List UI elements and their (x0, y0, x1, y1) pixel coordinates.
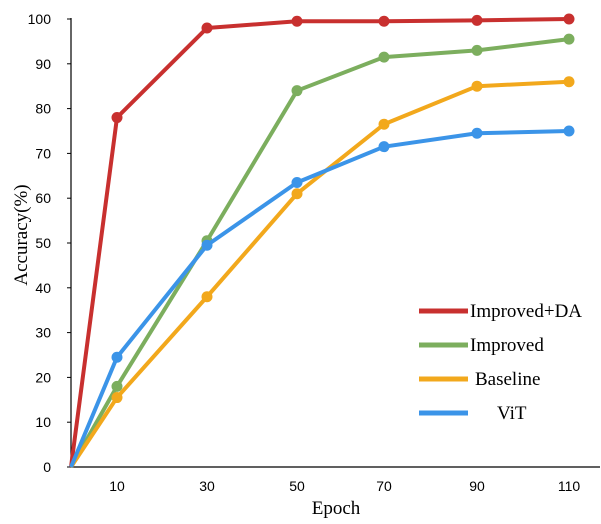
data-point (111, 351, 123, 363)
y-tick-label: 20 (35, 369, 51, 385)
legend-label: Baseline (475, 369, 540, 390)
y-tick-label: 80 (35, 101, 51, 117)
data-point (291, 177, 303, 189)
data-point (563, 33, 575, 45)
data-point (563, 13, 575, 25)
x-tick-label: 30 (199, 478, 215, 494)
series-baseline (69, 76, 575, 469)
series-layer (69, 13, 575, 469)
legend-label: Improved+DA (470, 301, 582, 322)
series-line (69, 79, 570, 469)
data-point (471, 44, 483, 56)
x-tick-labels: 10 30 50 70 90 110 (109, 478, 580, 494)
legend-label: Improved (470, 335, 544, 356)
y-tick-label: 70 (35, 145, 51, 161)
data-point (111, 380, 123, 392)
series-vit (69, 125, 575, 468)
x-tick-label: 110 (558, 478, 581, 494)
data-point (111, 392, 123, 404)
data-point (563, 76, 575, 88)
data-point (471, 14, 483, 26)
y-tick-labels: 0 10 20 30 40 50 60 70 80 90 100 (28, 11, 71, 475)
data-point (378, 141, 390, 153)
y-axis-title: Accuracy(%) (11, 184, 32, 285)
data-point (471, 127, 483, 139)
series-improved-da (69, 13, 575, 468)
data-point (291, 85, 303, 97)
y-tick-label: 90 (35, 56, 51, 72)
x-tick-label: 90 (469, 478, 485, 494)
series-line (69, 129, 570, 468)
data-point (378, 15, 390, 27)
legend-label: ViT (497, 403, 527, 424)
series-line (69, 37, 570, 468)
x-axis-title: Epoch (312, 498, 361, 519)
data-point (201, 291, 213, 303)
y-tick-label: 60 (35, 190, 51, 206)
y-tick-label: 0 (43, 459, 51, 475)
data-point (201, 239, 213, 251)
y-tick-label: 100 (28, 11, 52, 27)
data-point (378, 118, 390, 130)
data-point (201, 22, 213, 34)
x-tick-label: 70 (376, 478, 392, 494)
data-point (563, 125, 575, 137)
x-tick-label: 50 (289, 478, 305, 494)
data-point (471, 80, 483, 92)
x-tick-label: 10 (109, 478, 125, 494)
legend: Improved+DA Improved Baseline ViT (419, 301, 582, 424)
y-tick-label: 50 (35, 235, 51, 251)
data-point (291, 15, 303, 27)
y-tick-label: 30 (35, 325, 51, 341)
y-tick-label: 10 (35, 414, 51, 430)
data-point (291, 188, 303, 200)
data-point (378, 51, 390, 63)
series-improved (69, 33, 575, 468)
y-tick-label: 40 (35, 280, 51, 296)
data-point (111, 112, 123, 124)
